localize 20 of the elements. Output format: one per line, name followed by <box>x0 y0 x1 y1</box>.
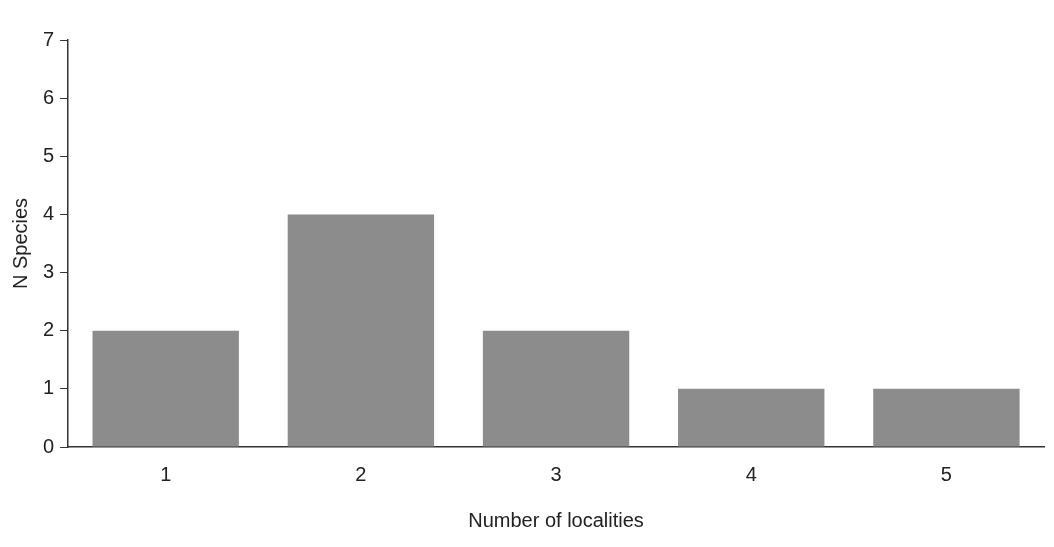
y-tick-label: 4 <box>43 201 55 224</box>
bar <box>482 330 630 447</box>
x-tick-label: 2 <box>355 462 367 485</box>
y-tick-label: 7 <box>43 27 55 50</box>
x-tick-label: 3 <box>550 462 562 485</box>
x-tick-label: 5 <box>940 462 952 485</box>
y-tick-label: 5 <box>43 143 55 166</box>
y-tick-label: 1 <box>43 376 55 399</box>
bar <box>287 214 435 447</box>
y-tick-label: 2 <box>43 318 55 341</box>
bar <box>678 388 825 447</box>
x-tick-label: 1 <box>160 462 172 485</box>
bar <box>92 330 239 447</box>
y-axis-title: N Species <box>8 197 31 290</box>
bar <box>873 388 1020 447</box>
x-axis-title: Number of localities <box>468 508 644 531</box>
y-tick-label: 0 <box>43 434 55 457</box>
x-tick-label: 4 <box>745 462 757 485</box>
y-tick-label: 6 <box>43 85 55 108</box>
y-tick-label: 3 <box>43 260 55 283</box>
